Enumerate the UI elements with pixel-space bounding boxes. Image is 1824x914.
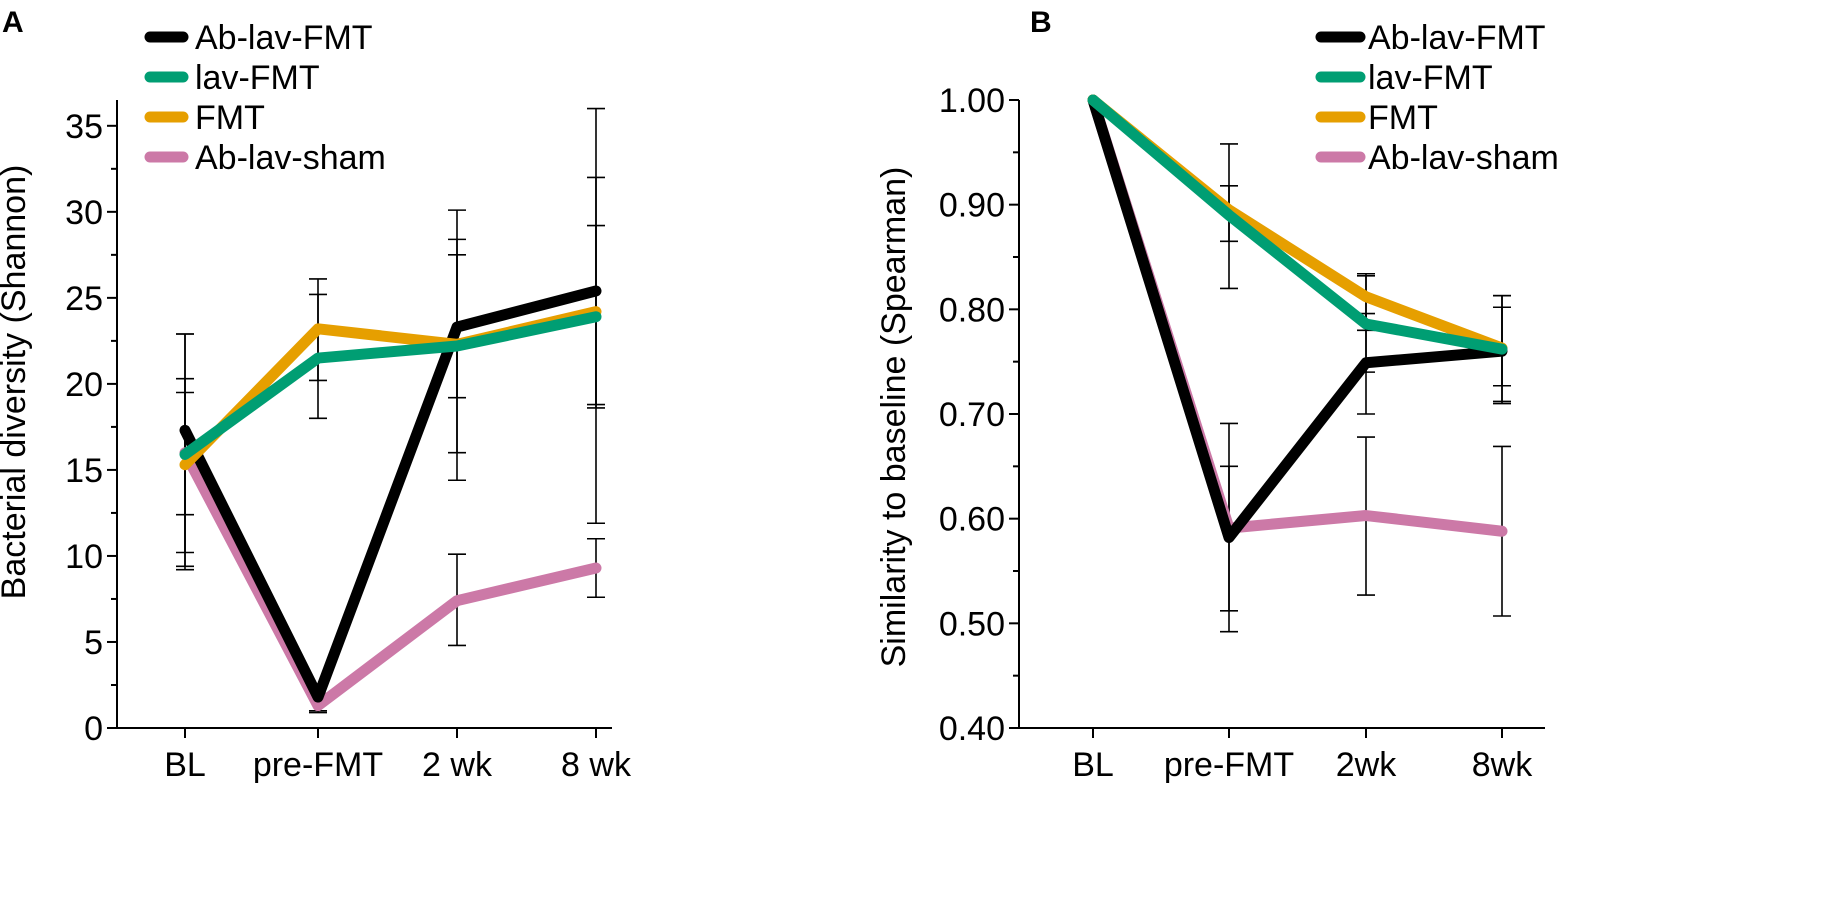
panel-a-series-line-ab-lav-sham (179, 447, 602, 712)
panel-b-series-line-ab-lav-fmt (1087, 94, 1508, 544)
panel-b-axes: 0.40 0.50 0.60 0.70 0.80 0.90 1.00 BL pre-FMT 2wk… (939, 82, 1545, 784)
panel-a-axes: 0 5 10 15 20 25 30 35 BL pre-FMT 2 wk 8 wk (65, 100, 632, 784)
panel-b-y-tick-label: 0.40 (939, 710, 1005, 748)
panel-b-series-line-lav-fmt (1087, 94, 1508, 355)
panel-a-y-tick-label: 25 (65, 280, 103, 318)
panel-b-legend-label: Ab-lav-FMT (1368, 19, 1546, 57)
panel-a-legend-label: FMT (195, 99, 265, 137)
panel-b-x-tick-label: BL (1072, 746, 1114, 784)
panel-b-x-tick-label: 8wk (1472, 746, 1533, 784)
panel-a-series-line-ab-lav-fmt (179, 285, 602, 703)
panel-a-y-tick-label: 30 (65, 194, 103, 232)
panel-b-legend-label: FMT (1368, 99, 1438, 137)
panel-b-y-tick-label: 0.50 (939, 605, 1005, 643)
panel-a-y-tick-label: 20 (65, 366, 103, 404)
panel-a-series (179, 285, 602, 712)
panel-b-legend-label: Ab-lav-sham (1368, 139, 1559, 177)
panel-b-legend-item-fmt: FMT (1315, 99, 1438, 137)
panel-a-legend-item-fmt: FMT (144, 99, 265, 137)
panel-a-x-tick-label: BL (164, 746, 206, 784)
panel-a-y-axis-title: Bacterial diversity (Shannon) (0, 165, 33, 600)
panel-b-y-tick-label: 0.60 (939, 501, 1005, 539)
panel-a-x-tick-label: pre-FMT (253, 746, 383, 784)
panel-b-legend-label: lav-FMT (1368, 59, 1493, 97)
panel-a-legend-item-ab-lav-fmt: Ab-lav-FMT (144, 19, 373, 57)
panel-b-error-bars (1220, 143, 1511, 633)
panel-b-chart: 0.40 0.50 0.60 0.70 0.80 0.90 1.00 BL pre-FMT 2wk… (875, 19, 1559, 784)
panel-a-legend-label: lav-FMT (195, 59, 320, 97)
panel-b-y-axis-title: Similarity to baseline (Spearman) (875, 167, 913, 668)
panel-a-y-tick-label: 0 (84, 710, 103, 748)
panel-a-y-tick-label: 35 (65, 108, 103, 146)
panel-a-y-tick-label: 10 (65, 538, 103, 576)
panel-b-legend-item-ab-lav-sham: Ab-lav-sham (1315, 139, 1559, 177)
panel-b-y-tick-label: 0.80 (939, 291, 1005, 329)
panel-b-x-tick-label: pre-FMT (1164, 746, 1294, 784)
panel-a-legend-item-ab-lav-sham: Ab-lav-sham (144, 139, 386, 177)
panel-b-series (1087, 94, 1508, 544)
panel-a-x-tick-label: 2 wk (422, 746, 493, 784)
panel-a-chart: 0 5 10 15 20 25 30 35 BL pre-FMT 2 wk 8 wk Ab-lav-F… (0, 19, 632, 784)
panel-b-x-tick-label: 2wk (1336, 746, 1397, 784)
panel-a-series-line-lav-fmt (179, 311, 602, 460)
panel-b-legend-item-ab-lav-fmt: Ab-lav-FMT (1315, 19, 1546, 57)
panel-b-legend-item-lav-fmt: lav-FMT (1315, 59, 1493, 97)
panel-letter-b: B (1030, 6, 1052, 39)
panel-b-y-tick-label: 0.70 (939, 396, 1005, 434)
panel-a-x-tick-label: 8 wk (561, 746, 632, 784)
panel-b-y-tick-label: 0.90 (939, 187, 1005, 225)
panel-a-legend-item-lav-fmt: lav-FMT (144, 59, 320, 97)
panel-a-error-bar-lav-fmt (176, 391, 194, 571)
panel-a-y-tick-label: 5 (84, 624, 103, 662)
panel-a-legend-label: Ab-lav-sham (195, 139, 386, 177)
panel-a-y-tick-label: 15 (65, 452, 103, 490)
panel-b-y-tick-label: 1.00 (939, 82, 1005, 120)
panel-letter-a: A (2, 6, 24, 39)
panel-a-legend-label: Ab-lav-FMT (195, 19, 373, 57)
